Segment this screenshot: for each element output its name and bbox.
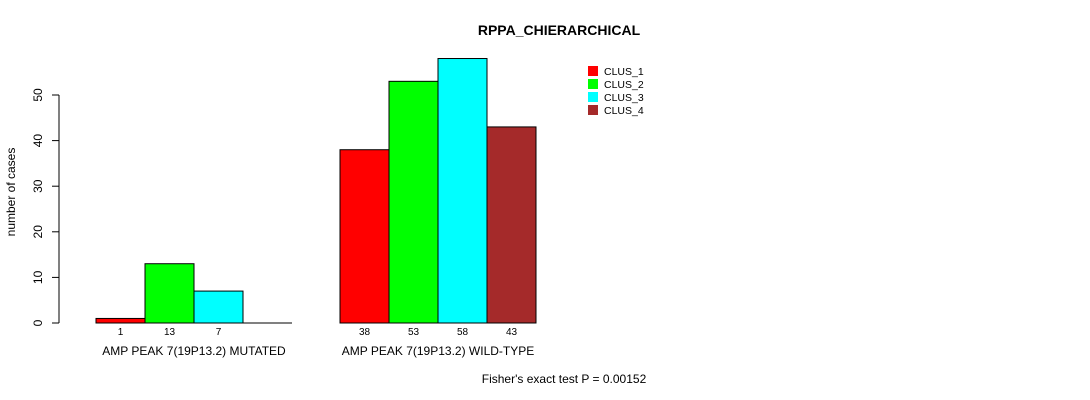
group-axes: 1 13 7 AMP PEAK 7(19P13.2) MUTATED 38 53 58 43 A… (96, 322, 536, 358)
fisher-test-footnote: Fisher's exact test P = 0.00152 (482, 372, 647, 386)
legend-label: CLUS_3 (604, 92, 644, 104)
legend-swatch-clus-1 (588, 66, 598, 76)
bar-count-label: 13 (164, 327, 176, 338)
y-tick-label: 30 (31, 179, 45, 193)
y-tick-label: 40 (31, 134, 45, 148)
group-label: AMP PEAK 7(19P13.2) WILD-TYPE (342, 344, 535, 358)
bar-clus-2-group-1 (144, 263, 195, 324)
bar-count-label: 7 (216, 327, 222, 338)
bar-clus-3-group-1 (193, 290, 244, 324)
group-label: AMP PEAK 7(19P13.2) MUTATED (102, 344, 286, 358)
bar-count-label: 38 (359, 327, 371, 338)
legend-label: CLUS_4 (604, 105, 644, 117)
bar-count-label: 58 (457, 327, 469, 338)
legend-swatch-clus-2 (588, 79, 598, 89)
bar-clus-2-group-2 (388, 80, 439, 324)
bar-count-label: 1 (118, 327, 124, 338)
bar-clus-3-group-2 (437, 58, 488, 324)
y-axis-label: number of cases (4, 148, 18, 237)
bar-clus-1-group-2 (339, 149, 390, 324)
y-axis: 0 10 20 30 40 50 (31, 88, 60, 326)
chart-title: RPPA_CHIERARCHICAL (478, 22, 641, 38)
bar-clus-4-group-2 (486, 126, 537, 324)
y-tick-label: 10 (31, 270, 45, 284)
legend-swatch-clus-3 (588, 92, 598, 102)
legend-label: CLUS_1 (604, 66, 644, 78)
bar-count-label: 53 (408, 327, 420, 338)
legend-label: CLUS_2 (604, 79, 644, 91)
y-tick-label: 20 (31, 225, 45, 239)
y-tick-label: 50 (31, 88, 45, 102)
y-tick-label: 0 (31, 319, 45, 326)
bar-clus-1-group-1 (95, 317, 146, 324)
legend-swatch-clus-4 (588, 105, 598, 115)
bars (95, 58, 537, 324)
bar-count-label: 43 (506, 327, 518, 338)
